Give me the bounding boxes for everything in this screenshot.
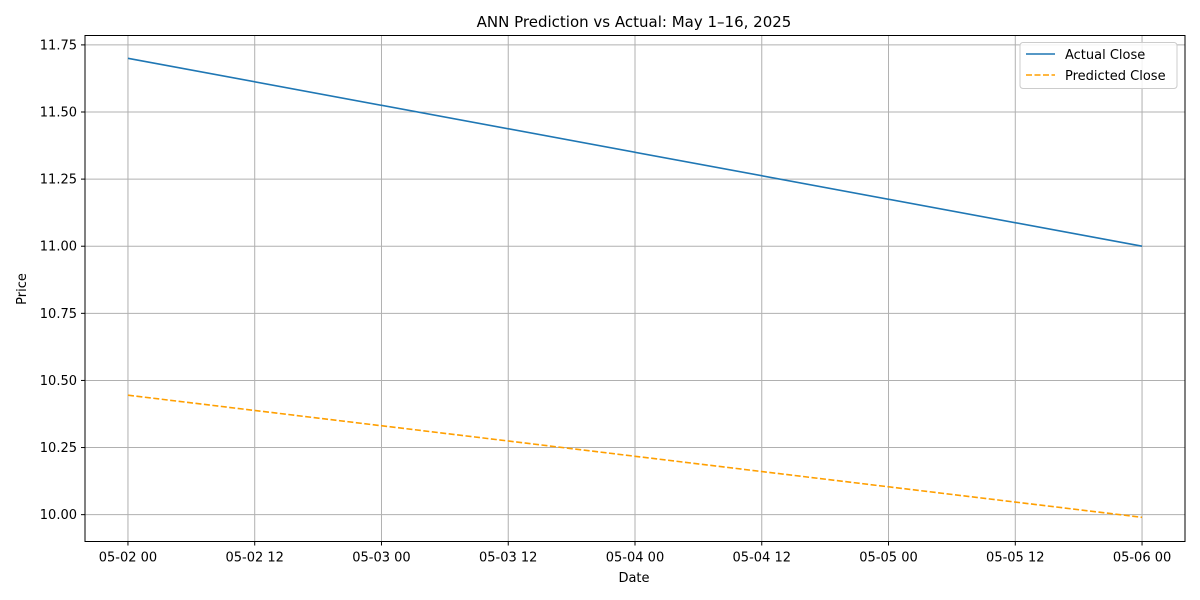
y-tick-label: 11.50	[40, 106, 77, 121]
x-tick-label: 05-05 12	[986, 551, 1044, 566]
x-tick-label: 05-05 00	[859, 551, 917, 566]
legend-label: Predicted Close	[1065, 69, 1166, 84]
x-tick-label: 05-04 00	[606, 551, 664, 566]
x-tick-label: 05-06 00	[1113, 551, 1171, 566]
y-axis-title: Price	[15, 273, 30, 305]
y-tick-label: 11.75	[40, 38, 77, 53]
x-tick-label: 05-02 12	[225, 551, 283, 566]
x-tick-label: 05-03 12	[479, 551, 537, 566]
series-layer	[127, 57, 1143, 519]
legend: Actual Close Predicted Close	[1019, 42, 1178, 89]
y-tick-label: 10.00	[40, 508, 77, 523]
x-axis-ticks: 05-02 00 05-02 12 05-03 00 05-03 12 05-04 00…	[99, 541, 1171, 566]
grid-layer	[85, 35, 1185, 542]
y-axis-ticks: 10.00 10.25 10.50 10.75 11.00 11.25 11.50 11.75	[40, 38, 85, 523]
chart-title: ANN Prediction vs Actual: May 1–16, 2025	[477, 13, 792, 31]
legend-box	[1019, 42, 1178, 89]
x-tick-label: 05-04 12	[733, 551, 791, 566]
x-tick-label: 05-03 00	[352, 551, 410, 566]
x-axis-title: Date	[618, 571, 649, 586]
y-tick-label: 11.00	[40, 240, 77, 255]
y-tick-label: 10.25	[40, 441, 77, 456]
y-tick-label: 10.75	[40, 307, 77, 322]
series-line-actual-close	[127, 57, 1143, 248]
x-tick-label: 05-02 00	[99, 551, 157, 566]
legend-label: Actual Close	[1065, 48, 1145, 63]
y-tick-label: 11.25	[40, 173, 77, 188]
series-line-predicted-close	[127, 394, 1143, 519]
y-tick-label: 10.50	[40, 374, 77, 389]
